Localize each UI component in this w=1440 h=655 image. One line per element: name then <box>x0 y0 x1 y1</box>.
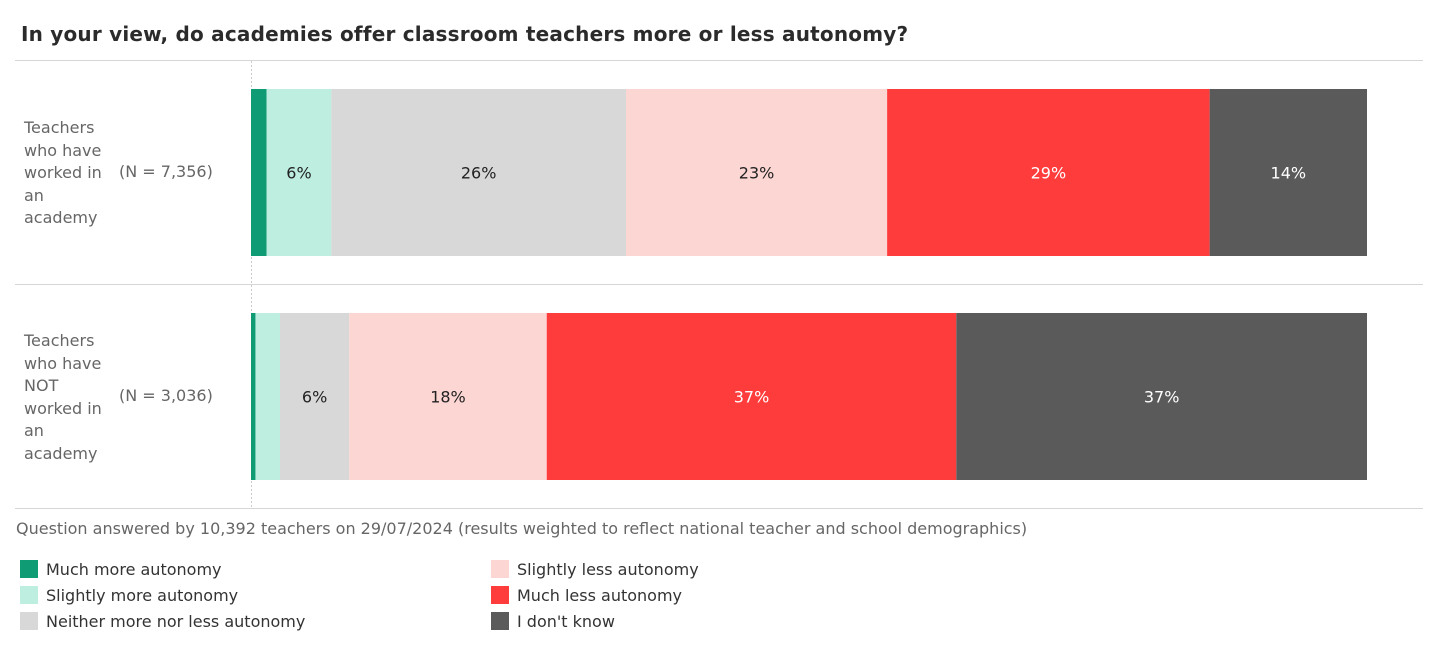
legend-item-neither: Neither more nor less autonomy <box>20 608 305 634</box>
bars-group: 6% 26% 23% 29% 14% 6% 18% 37% 37% <box>251 89 1367 480</box>
bar-value-label: 37% <box>734 388 770 407</box>
legend-item-much-more-autonomy: Much more autonomy <box>20 556 305 582</box>
bar-segment <box>887 89 1210 256</box>
bar-value-label: 6% <box>286 164 311 183</box>
legend-swatch <box>20 612 38 630</box>
legend-swatch <box>20 560 38 578</box>
bar-segment <box>280 313 350 480</box>
chart-title: In your view, do academies offer classro… <box>21 22 909 46</box>
legend-item-dont-know: I don't know <box>491 608 699 634</box>
legend-item-slightly-more-autonomy: Slightly more autonomy <box>20 582 305 608</box>
bar-value-label: 6% <box>302 388 327 407</box>
bar-segment <box>251 313 256 480</box>
legend-swatch <box>20 586 38 604</box>
legend-item-slightly-less-autonomy: Slightly less autonomy <box>491 556 699 582</box>
legend-swatch <box>491 560 509 578</box>
bar-segment <box>349 313 547 480</box>
row-n-not-worked-in-academy: (N = 3,036) <box>119 386 213 405</box>
legend-label: Slightly less autonomy <box>517 559 699 579</box>
row-label-not-worked-in-academy: Teachers who have NOT worked in an acade… <box>24 331 102 463</box>
legend-label: Neither more nor less autonomy <box>46 611 306 631</box>
legend-label: Slightly more autonomy <box>46 585 239 605</box>
legend-column-left: Much more autonomy Slightly more autonom… <box>20 556 305 634</box>
bar-value-label: 37% <box>1144 388 1180 407</box>
bar-segment <box>331 89 626 256</box>
legend-label: I don't know <box>517 611 615 631</box>
bar-value-label: 26% <box>461 164 497 183</box>
legend-label: Much less autonomy <box>517 585 683 605</box>
bar-segment <box>251 89 267 256</box>
row-label-worked-in-academy: Teachers who have worked in an academy <box>24 118 102 227</box>
row-n-worked-in-academy: (N = 7,356) <box>119 162 213 181</box>
bar-segment <box>255 313 281 480</box>
bar-segment <box>956 313 1367 480</box>
legend-swatch <box>491 586 509 604</box>
bar-value-label: 18% <box>430 388 466 407</box>
bar-value-label: 29% <box>1031 164 1067 183</box>
legend-item-much-less-autonomy: Much less autonomy <box>491 582 699 608</box>
legend-swatch <box>491 612 509 630</box>
legend-column-right: Slightly less autonomy Much less autonom… <box>491 556 699 634</box>
bar-segment <box>1209 89 1367 256</box>
bar-value-label: 14% <box>1271 164 1307 183</box>
legend-label: Much more autonomy <box>46 559 222 579</box>
bar-segment <box>625 89 888 256</box>
bar-value-label: 23% <box>739 164 775 183</box>
bar-segment <box>266 89 332 256</box>
bar-segment <box>546 313 957 480</box>
footnote: Question answered by 10,392 teachers on … <box>16 519 1028 538</box>
